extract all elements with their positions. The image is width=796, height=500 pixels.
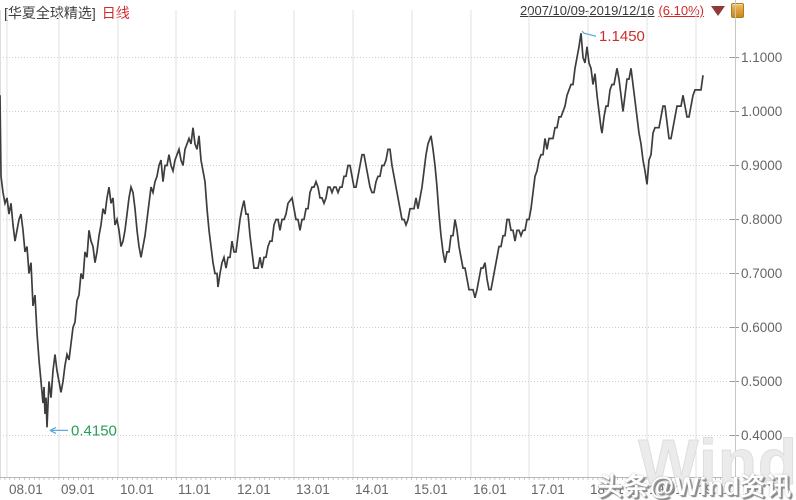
- high-callout-line: [581, 30, 597, 37]
- x-tick-label: 15.01: [414, 482, 448, 497]
- toutiao-wind-badge: 头条@Wind资讯: [597, 472, 792, 500]
- period-selector[interactable]: 日线: [101, 5, 130, 21]
- chart-header-right: 2007/10/09-2019/12/16 (6.10%): [520, 3, 744, 18]
- low-value-label: 0.4150: [71, 422, 117, 439]
- y-tick-label: 1.0000: [741, 104, 782, 119]
- x-tick-label: 14.01: [355, 482, 389, 497]
- low-callout-arrow: [49, 426, 68, 434]
- x-tick-label: 13.01: [296, 482, 330, 497]
- y-tick-label: 1.1000: [741, 50, 782, 65]
- chart-header-left: [华夏全球精选] 日线: [4, 3, 130, 23]
- wind-watermark: Wind: [638, 426, 796, 498]
- x-tick-label: 18.01: [590, 482, 624, 497]
- x-tick-label: 10.01: [120, 482, 154, 497]
- y-tick-label: 0.6000: [741, 320, 782, 335]
- x-tick-label: 08.01: [9, 482, 43, 497]
- triangle-down-icon[interactable]: [711, 5, 725, 16]
- x-tick-label: 19.01: [649, 482, 683, 497]
- y-tick-label: 0.8000: [741, 212, 782, 227]
- y-tick-label: 0.7000: [741, 266, 782, 281]
- return-percent-link[interactable]: (6.10%): [658, 3, 704, 18]
- fund-name-label: [华夏全球精选]: [4, 5, 96, 21]
- gold-tool-icon[interactable]: [731, 3, 744, 18]
- x-tick-label: 16.01: [473, 482, 507, 497]
- x-tick-label: 17.01: [531, 482, 565, 497]
- nav-price-line: [0, 33, 704, 428]
- date-range-link[interactable]: 2007/10/09-2019/12/16: [520, 3, 655, 18]
- y-tick-label: 0.4000: [741, 428, 782, 443]
- x-tick-label: 11.01: [178, 482, 211, 497]
- y-tick-label: 0.5000: [741, 374, 782, 389]
- x-tick-label: 19.11: [698, 482, 731, 497]
- high-value-label: 1.1450: [599, 28, 645, 45]
- x-tick-label: 09.01: [61, 482, 95, 497]
- x-tick-label: 12.01: [237, 482, 271, 497]
- y-tick-label: 0.9000: [741, 158, 782, 173]
